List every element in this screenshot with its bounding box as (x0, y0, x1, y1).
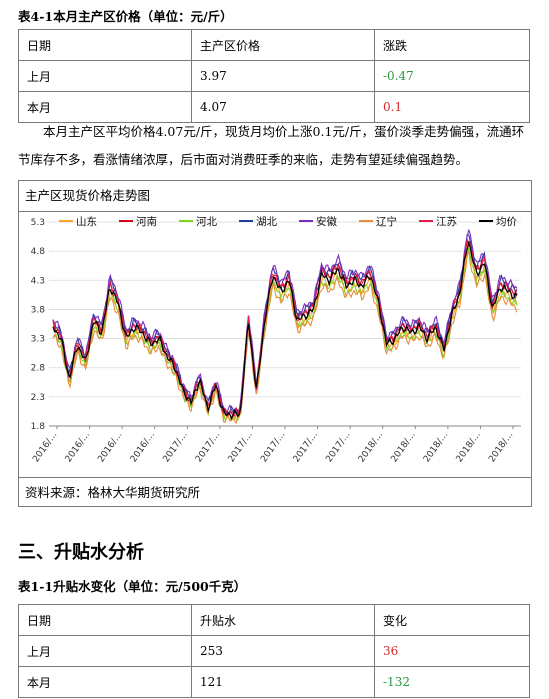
x-tick-label: 2016/… (31, 430, 59, 464)
row-premium: 253 (191, 635, 375, 667)
row-change: 0.1 (374, 91, 530, 123)
x-tick-label: 2018/… (455, 430, 483, 464)
header-price: 主产区价格 (191, 29, 375, 61)
header-date: 日期 (18, 29, 192, 61)
y-tick-label: 5.3 (31, 218, 45, 228)
table-row: 本月 121 -132 (18, 666, 530, 698)
legend-label: 安徽 (316, 215, 337, 228)
analysis-paragraph: 本月主产区平均价格4.07元/斤，现货月均价上涨0.1元/斤，蛋价淡季走势偏强，… (18, 118, 532, 174)
x-tick-label: 2017/… (162, 430, 190, 464)
table2-caption: 表1-1升贴水变化（单位：元/500千克） (18, 579, 247, 594)
row-date: 本月 (18, 91, 192, 123)
y-tick-label: 3.8 (31, 305, 46, 315)
legend-label: 湖北 (256, 216, 277, 228)
series-line (52, 228, 518, 415)
legend-label: 江苏 (436, 215, 457, 228)
row-date: 上月 (18, 635, 192, 667)
legend-label: 河南 (136, 215, 157, 228)
chart-title: 主产区现货价格走势图 (19, 181, 531, 212)
header-premium: 升贴水 (191, 604, 375, 636)
section-heading: 三、升贴水分析 (18, 542, 144, 563)
y-tick-label: 4.8 (31, 247, 46, 257)
chart-source: 资料来源：格林大华期货研究所 (19, 477, 531, 507)
legend-label: 辽宁 (376, 215, 397, 228)
y-tick-label: 4.3 (31, 276, 45, 286)
header-change: 变化 (374, 604, 530, 636)
table-header-row: 日期 主产区价格 涨跌 (18, 29, 530, 61)
x-tick-label: 2016/… (96, 430, 124, 464)
table-row: 上月 3.97 -0.47 (18, 60, 530, 92)
x-tick-label: 2017/… (259, 430, 287, 464)
header-change: 涨跌 (374, 29, 530, 61)
series-line (52, 250, 518, 425)
legend-label: 均价 (496, 216, 517, 228)
y-tick-label: 1.8 (31, 422, 46, 432)
table-row: 上月 253 36 (18, 635, 530, 667)
header-date: 日期 (18, 604, 192, 636)
row-change: 36 (374, 635, 530, 667)
x-tick-label: 2016/… (64, 430, 92, 464)
row-date: 本月 (18, 666, 192, 698)
y-tick-label: 2.3 (31, 393, 45, 403)
series-line (52, 240, 518, 421)
x-tick-label: 2017/… (292, 430, 320, 464)
row-price: 3.97 (191, 60, 375, 92)
y-tick-label: 2.8 (31, 364, 46, 374)
row-change: -132 (374, 666, 530, 698)
table1-caption: 表4-1本月主产区价格（单位：元/斤） (18, 9, 233, 24)
row-premium: 121 (191, 666, 375, 698)
x-tick-label: 2018/… (422, 430, 450, 464)
x-tick-label: 2017/… (324, 430, 352, 464)
main-region-price-table: 日期 主产区价格 涨跌 上月 3.97 -0.47 本月 4.07 0.1 (18, 29, 530, 123)
x-tick-label: 2017/… (194, 430, 222, 464)
row-change: -0.47 (374, 60, 530, 92)
x-tick-label: 2018/… (357, 430, 385, 464)
table-row: 本月 4.07 0.1 (18, 91, 530, 123)
x-tick-label: 2017/… (227, 430, 255, 464)
legend-label: 山东 (76, 215, 97, 228)
x-tick-label: 2016/… (129, 430, 157, 464)
premium-discount-table: 日期 升贴水 变化 上月 253 36 本月 121 -132 (18, 604, 530, 698)
x-tick-label: 2018/… (390, 430, 418, 464)
table-header-row: 日期 升贴水 变化 (18, 604, 530, 636)
y-tick-label: 3.3 (31, 335, 45, 345)
price-trend-chart-box: 主产区现货价格走势图 1.8 2.3 2.8 3.3 3.8 4.3 4.8 5.3 2016/… (18, 180, 532, 507)
row-price: 4.07 (191, 91, 375, 123)
x-tick-label: 2018/… (487, 430, 515, 464)
row-date: 上月 (18, 60, 192, 92)
legend-label: 河北 (196, 216, 217, 228)
paragraph-text: 本月主产区平均价格4.07元/斤，现货月均价上涨0.1元/斤，蛋价淡季走势偏强，… (18, 124, 525, 167)
